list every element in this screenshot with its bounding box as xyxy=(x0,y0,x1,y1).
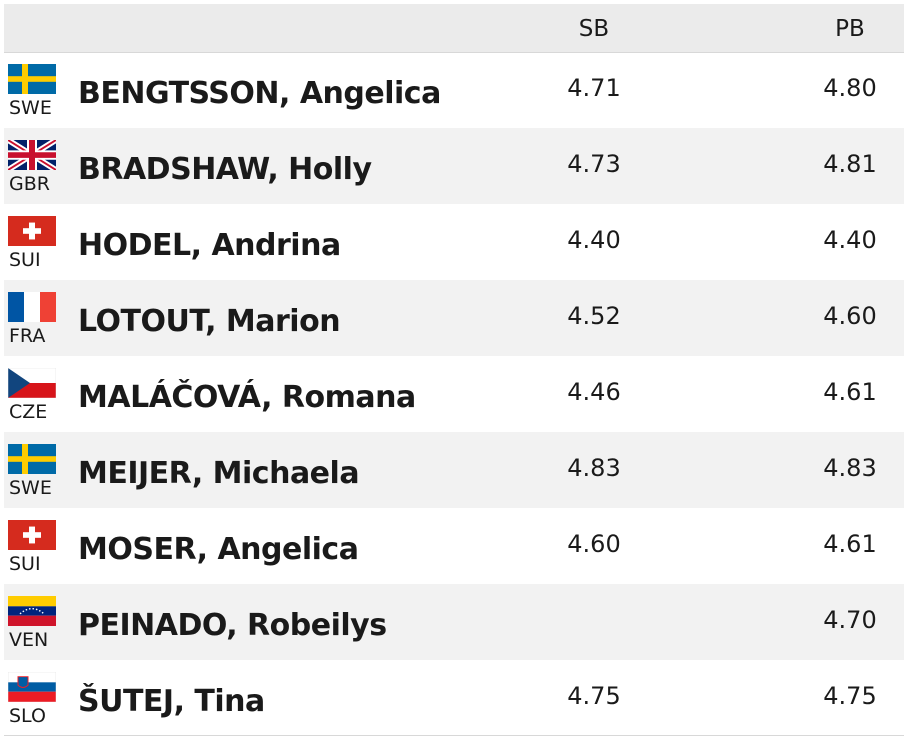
athlete-name[interactable]: ŠUTEJ, Tina xyxy=(78,684,265,719)
country-code: SLO xyxy=(9,705,46,727)
personal-best: 4.75 xyxy=(823,682,877,710)
athlete-name[interactable]: BRADSHAW, Holly xyxy=(78,152,372,187)
personal-best: 4.61 xyxy=(823,378,877,406)
season-best: 4.46 xyxy=(567,378,621,406)
athlete-name[interactable]: MEIJER, Michaela xyxy=(78,456,360,491)
personal-best: 4.83 xyxy=(823,454,877,482)
season-best: 4.71 xyxy=(567,74,621,102)
athlete-row: SUI MOSER, Angelica 4.60 4.61 xyxy=(4,508,904,584)
athlete-name[interactable]: BENGTSSON, Angelica xyxy=(78,76,441,111)
athlete-row: SWE MEIJER, Michaela 4.83 4.83 xyxy=(4,432,904,508)
country-flag xyxy=(8,64,56,94)
athlete-name[interactable]: HODEL, Andrina xyxy=(78,228,341,263)
country-flag xyxy=(8,368,56,398)
personal-best: 4.80 xyxy=(823,74,877,102)
athlete-name[interactable]: LOTOUT, Marion xyxy=(78,304,341,339)
season-best: 4.73 xyxy=(567,150,621,178)
athlete-row: SUI HODEL, Andrina 4.40 4.40 xyxy=(4,204,904,280)
athlete-row: SWE BENGTSSON, Angelica 4.71 4.80 xyxy=(4,52,904,128)
season-best: 4.75 xyxy=(567,682,621,710)
athlete-name[interactable]: PEINADO, Robeilys xyxy=(78,608,387,643)
header-pb[interactable]: PB xyxy=(835,16,865,42)
country-flag xyxy=(8,292,56,322)
athlete-name[interactable]: MALÁČOVÁ, Romana xyxy=(78,380,416,415)
table-border xyxy=(4,735,904,736)
athlete-row: VEN PEINADO, Robeilys 4.70 xyxy=(4,584,904,660)
country-code: SWE xyxy=(9,477,52,499)
country-flag xyxy=(8,520,56,550)
athlete-name[interactable]: MOSER, Angelica xyxy=(78,532,359,567)
country-code: GBR xyxy=(9,173,50,195)
country-flag xyxy=(8,596,56,626)
country-code: SUI xyxy=(9,249,41,271)
season-best: 4.40 xyxy=(567,226,621,254)
personal-best: 4.81 xyxy=(823,150,877,178)
header-sb[interactable]: SB xyxy=(578,16,610,42)
personal-best: 4.70 xyxy=(823,606,877,634)
country-code: FRA xyxy=(9,325,46,347)
personal-best: 4.60 xyxy=(823,302,877,330)
country-flag xyxy=(8,216,56,246)
country-code: VEN xyxy=(9,629,49,651)
personal-best: 4.61 xyxy=(823,530,877,558)
athlete-row: FRA LOTOUT, Marion 4.52 4.60 xyxy=(4,280,904,356)
country-code: SWE xyxy=(9,97,52,119)
country-code: CZE xyxy=(9,401,48,423)
season-best: 4.83 xyxy=(567,454,621,482)
athlete-row: GBR BRADSHAW, Holly 4.73 4.81 xyxy=(4,128,904,204)
personal-best: 4.40 xyxy=(823,226,877,254)
country-flag xyxy=(8,672,56,702)
header-row: SB PB xyxy=(4,4,904,53)
country-flag xyxy=(8,140,56,170)
country-code: SUI xyxy=(9,553,41,575)
athlete-row: CZE MALÁČOVÁ, Romana 4.46 4.61 xyxy=(4,356,904,432)
athlete-row: SLO ŠUTEJ, Tina 4.75 4.75 xyxy=(4,660,904,736)
season-best: 4.60 xyxy=(567,530,621,558)
season-best: 4.52 xyxy=(567,302,621,330)
country-flag xyxy=(8,444,56,474)
